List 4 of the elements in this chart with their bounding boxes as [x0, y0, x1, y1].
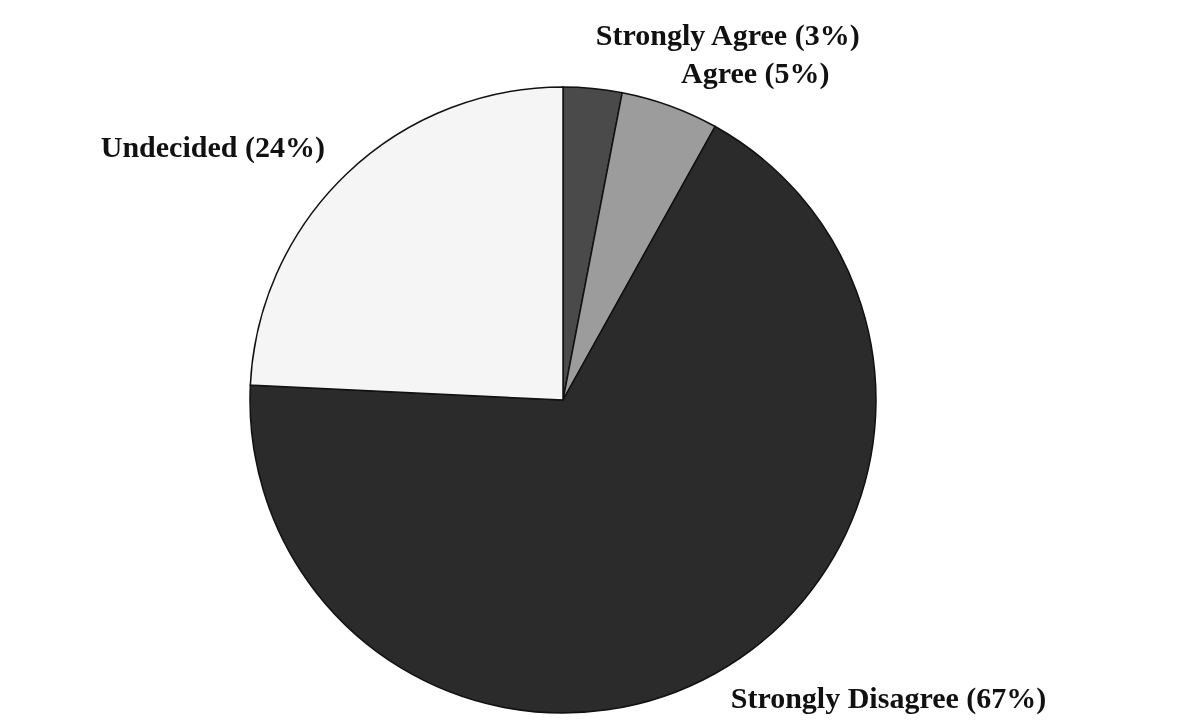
slice-label: Agree (5%): [681, 55, 830, 90]
slice-label: Strongly Disagree (67%): [730, 681, 1047, 716]
slice-label: Strongly Agree (3%): [595, 17, 860, 52]
slice-label: Undecided (24%): [100, 130, 325, 165]
